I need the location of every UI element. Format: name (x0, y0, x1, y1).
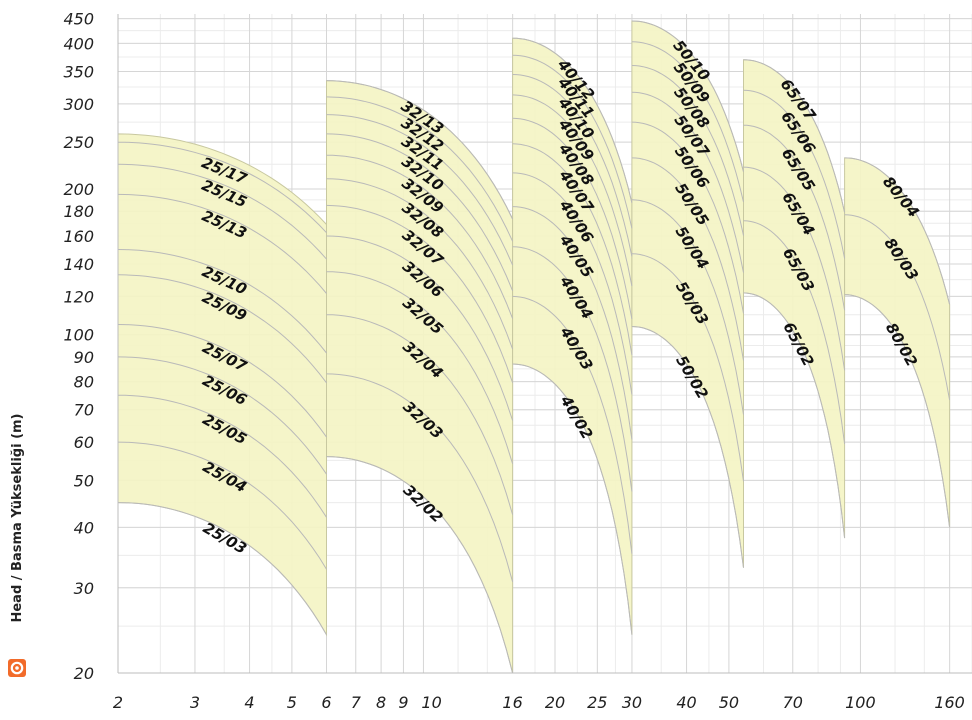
pump-curve-40-11 (512, 54, 633, 229)
pump-curve-32-09 (326, 154, 514, 319)
pump-curve-25-10 (117, 249, 327, 354)
pump-curve-25-05 (117, 394, 327, 518)
x-tick-label-100: 100 (845, 693, 876, 712)
y-tick-label-250: 250 (63, 133, 94, 152)
pump-curve-25-09 (117, 274, 327, 384)
pump-curve-50-06 (631, 121, 744, 314)
pump-curve-32-05 (326, 271, 514, 464)
y-tick-label-100: 100 (63, 326, 94, 345)
pump-curve-32-08 (326, 178, 514, 350)
pump-curve-50-02 (631, 326, 744, 568)
pump-curve-32-12 (326, 96, 514, 242)
pump-curve-40-05 (512, 206, 633, 440)
pump-curve-40-12 (512, 37, 633, 203)
y-tick-label-90: 90 (74, 348, 94, 367)
pump-curve-40-10 (512, 74, 633, 257)
pump-curve-40-07 (512, 143, 633, 355)
x-tick-label-50: 50 (719, 693, 739, 712)
y-tick-label-120: 120 (63, 287, 94, 306)
x-tick-label-70: 70 (783, 693, 803, 712)
pump-curve-40-04 (512, 246, 633, 492)
pump-curve-40-09 (512, 94, 633, 287)
pump-curve-32-10 (326, 133, 514, 291)
pump-curve-32-07 (326, 204, 514, 383)
pump-curve-32-06 (326, 235, 514, 421)
lifebuoy-icon (8, 659, 26, 677)
x-tick-label-8: 8 (376, 693, 386, 712)
y-tick-label-20: 20 (74, 664, 94, 683)
pump-curve-50-10 (631, 20, 744, 172)
y-tick-label-80: 80 (74, 373, 94, 392)
pump-curve-50-03 (631, 253, 744, 482)
x-tick-label-2: 2 (113, 693, 123, 712)
pump-curve-65-07 (743, 59, 846, 213)
pump-curve-50-04 (631, 199, 744, 415)
pump-curve-32-04 (326, 314, 514, 515)
pump-curve-25-03 (117, 502, 327, 635)
y-tick-label-140: 140 (63, 255, 94, 274)
y-tick-label-400: 400 (63, 34, 94, 53)
x-tick-label-3: 3 (190, 693, 200, 712)
pump-curve-80-03 (844, 214, 951, 401)
pump-curve-50-07 (631, 91, 744, 273)
pump-curve-50-08 (631, 65, 744, 236)
pump-curve-25-07 (117, 324, 327, 438)
x-tick-label-30: 30 (622, 693, 642, 712)
pump-curve-32-02 (326, 456, 514, 674)
y-tick-label-180: 180 (63, 202, 94, 221)
x-tick-label-20: 20 (545, 693, 565, 712)
pump-curve-65-02 (743, 292, 846, 539)
pump-curve-65-03 (743, 220, 846, 444)
y-tick-label-300: 300 (63, 95, 94, 114)
x-tick-label-10: 10 (421, 693, 441, 712)
pump-curve-40-02 (512, 363, 633, 635)
x-tick-label-25: 25 (587, 693, 607, 712)
pump-curve-50-09 (631, 41, 744, 203)
pump-curve-50-05 (631, 157, 744, 361)
y-tick-label-70: 70 (74, 401, 94, 420)
y-tick-label-350: 350 (63, 62, 94, 81)
y-tick-label-60: 60 (74, 433, 94, 452)
pump-curve-25-15 (117, 163, 327, 260)
pump-curve-40-03 (512, 295, 633, 554)
pump-curve-40-08 (512, 117, 633, 320)
y-tick-label-450: 450 (63, 10, 94, 29)
y-tick-label-30: 30 (74, 579, 94, 598)
y-tick-label-200: 200 (63, 180, 94, 199)
x-tick-label-160: 160 (934, 693, 965, 712)
pump-curve-65-06 (743, 89, 846, 259)
pump-curve-25-04 (117, 441, 327, 570)
y-axis-label: Head / Basma Yüksekliği (m) (10, 413, 25, 623)
pump-curve-32-13 (326, 80, 514, 220)
pump-curve-25-17 (118, 141, 327, 234)
pump-curve-32-03 (326, 373, 514, 583)
pump-curve-80-04 (844, 157, 951, 305)
pump-curve-65-05 (743, 124, 846, 311)
x-tick-label-16: 16 (502, 693, 522, 712)
pump-curve-40-06 (512, 172, 633, 395)
y-tick-label-40: 40 (74, 518, 94, 537)
x-tick-label-4: 4 (244, 693, 254, 712)
pump-curve-65-04 (743, 166, 846, 371)
x-tick-label-40: 40 (676, 693, 696, 712)
x-tick-label-7: 7 (351, 693, 362, 712)
pump-curve-80-02 (844, 294, 951, 528)
y-tick-label-50: 50 (74, 471, 94, 490)
pump-curve-25-13 (117, 193, 327, 294)
x-tick-label-9: 9 (398, 693, 408, 712)
x-tick-label-6: 6 (321, 693, 331, 712)
y-tick-label-160: 160 (63, 227, 94, 246)
pump-curve-32-11 (326, 114, 514, 266)
pump-curve-25-06 (117, 356, 327, 475)
x-tick-label-5: 5 (287, 693, 297, 712)
